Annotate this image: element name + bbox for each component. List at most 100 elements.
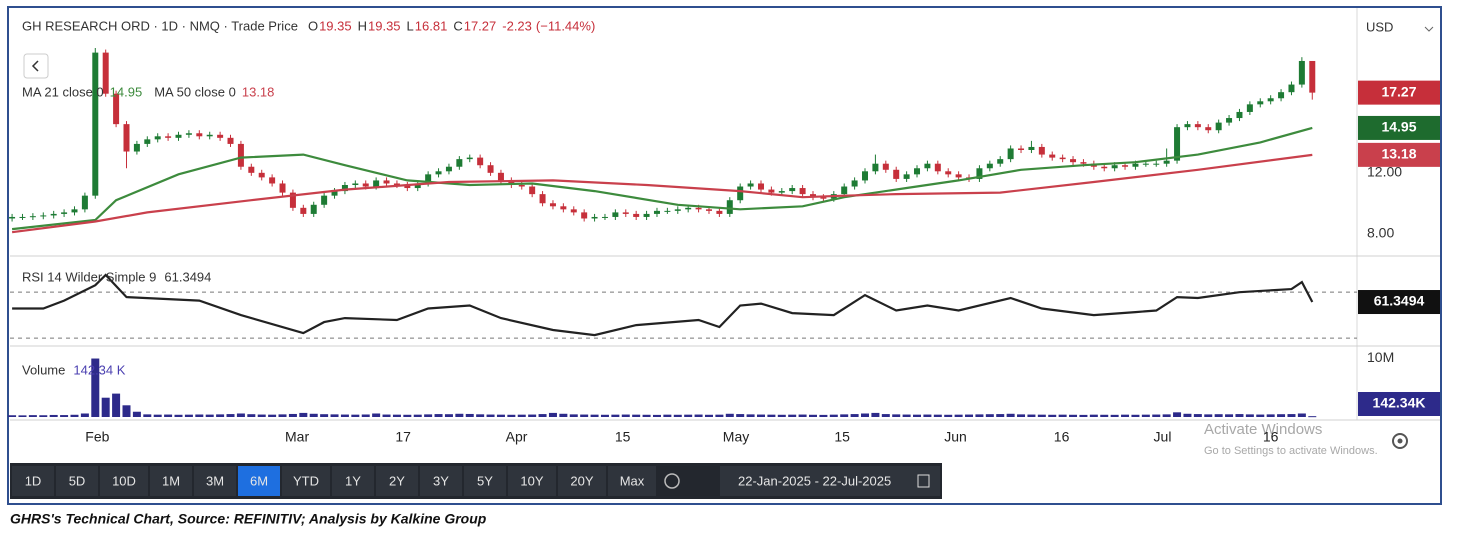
moving-average-line bbox=[11, 153, 1313, 234]
x-tick-label: 16 bbox=[1263, 429, 1279, 445]
volume-bar bbox=[684, 414, 693, 417]
candle-body bbox=[841, 186, 848, 195]
range-button-label[interactable]: 3M bbox=[206, 473, 224, 488]
ma-tag: 14.95 bbox=[1381, 119, 1416, 135]
volume-bar bbox=[330, 414, 339, 417]
candle-body bbox=[289, 192, 296, 208]
candle-body bbox=[113, 93, 120, 125]
candle-body bbox=[404, 185, 411, 189]
range-button-label[interactable]: 6M bbox=[250, 473, 268, 488]
candle-body bbox=[1018, 148, 1025, 150]
candle-body bbox=[81, 195, 88, 210]
volume-bar bbox=[850, 414, 859, 417]
candle-body bbox=[924, 163, 931, 169]
range-button[interactable] bbox=[464, 466, 506, 496]
range-button[interactable] bbox=[376, 466, 418, 496]
volume-bar bbox=[767, 414, 776, 417]
range-button-label[interactable]: 1D bbox=[25, 473, 42, 488]
candle-body bbox=[976, 168, 983, 179]
candle-body bbox=[1215, 122, 1222, 131]
candle-body bbox=[300, 207, 307, 214]
candle-body bbox=[664, 210, 671, 212]
volume-bar bbox=[808, 414, 817, 417]
candle-body bbox=[726, 200, 733, 214]
candle-body bbox=[414, 183, 421, 189]
range-button-label[interactable]: 10Y bbox=[520, 473, 543, 488]
range-button[interactable] bbox=[100, 466, 148, 496]
range-button-label[interactable]: 5D bbox=[69, 473, 86, 488]
price-tag: 17.27 bbox=[1381, 83, 1416, 99]
candle-body bbox=[456, 159, 463, 167]
range-button-label[interactable]: 10D bbox=[112, 473, 136, 488]
candle-body bbox=[310, 204, 317, 214]
candle-body bbox=[882, 163, 889, 170]
candle-body bbox=[144, 139, 151, 144]
range-button[interactable] bbox=[282, 466, 330, 496]
currency[interactable]: USD bbox=[1366, 19, 1393, 34]
candle-body bbox=[1122, 165, 1129, 167]
range-button-label[interactable]: Max bbox=[620, 473, 645, 488]
symbol-title: GH RESEARCH ORD · 1D · NMQ · Trade Price bbox=[22, 18, 298, 33]
candle-body bbox=[1038, 146, 1045, 155]
range-button-label[interactable]: 1Y bbox=[345, 473, 361, 488]
volume-bar bbox=[372, 413, 381, 417]
volume-bar bbox=[216, 414, 225, 417]
x-tick-label: 15 bbox=[834, 429, 850, 445]
candle-body bbox=[227, 137, 234, 144]
candle-body bbox=[653, 210, 660, 214]
range-button[interactable] bbox=[420, 466, 462, 496]
range-button[interactable] bbox=[12, 466, 54, 496]
volume-bar bbox=[1277, 414, 1286, 417]
volume-bar bbox=[1110, 414, 1119, 417]
candle-body bbox=[903, 174, 910, 179]
volume-bar bbox=[777, 414, 786, 417]
settings-icon[interactable] bbox=[1392, 433, 1408, 449]
range-button-label[interactable]: 20Y bbox=[570, 473, 593, 488]
range-button-label[interactable]: 5Y bbox=[477, 473, 493, 488]
date-range[interactable]: 22-Jan-2025 - 22-Jul-2025 bbox=[738, 473, 891, 488]
volume-bar bbox=[1162, 414, 1171, 417]
volume-bar bbox=[871, 412, 880, 417]
calendar-icon[interactable] bbox=[917, 474, 930, 488]
candle-body bbox=[1226, 118, 1233, 123]
candle-body bbox=[1257, 101, 1264, 105]
x-tick-label: 15 bbox=[615, 429, 631, 445]
volume-bar bbox=[1121, 414, 1130, 417]
range-button[interactable] bbox=[56, 466, 98, 496]
candle-body bbox=[445, 166, 452, 172]
candle-body bbox=[435, 171, 442, 175]
volume-bar bbox=[985, 414, 994, 417]
volume-bar bbox=[382, 414, 391, 417]
volume-bar bbox=[590, 414, 599, 417]
candle-body bbox=[71, 209, 78, 213]
volume-bar bbox=[8, 415, 17, 417]
candle-body bbox=[737, 186, 744, 201]
date-range-box[interactable] bbox=[720, 466, 940, 496]
volume-bar bbox=[236, 413, 245, 417]
volume-bar bbox=[517, 414, 526, 417]
candle-body bbox=[705, 209, 712, 211]
range-button-label[interactable]: 3Y bbox=[433, 473, 449, 488]
currency-caret bbox=[1424, 26, 1434, 32]
range-settings-icon[interactable] bbox=[664, 473, 680, 489]
range-button-label[interactable]: 1M bbox=[162, 473, 180, 488]
candle-body bbox=[1194, 124, 1201, 128]
ohlc-value: 17.27 bbox=[464, 18, 497, 33]
range-button-label[interactable]: YTD bbox=[293, 473, 319, 488]
range-button[interactable] bbox=[508, 466, 556, 496]
legend-value: 142.34 K bbox=[73, 362, 125, 377]
range-button[interactable] bbox=[558, 466, 606, 496]
range-button[interactable] bbox=[238, 466, 280, 496]
volume-bar bbox=[403, 414, 412, 417]
range-button[interactable] bbox=[332, 466, 374, 496]
range-button[interactable] bbox=[150, 466, 192, 496]
legend-value: 61.3494 bbox=[164, 269, 211, 284]
back-button[interactable] bbox=[23, 53, 49, 79]
volume-bar bbox=[621, 414, 630, 417]
volume-bar bbox=[673, 414, 682, 417]
range-button-label[interactable]: 2Y bbox=[389, 473, 405, 488]
range-button[interactable] bbox=[194, 466, 236, 496]
volume-bar bbox=[164, 414, 173, 417]
range-button[interactable] bbox=[608, 466, 656, 496]
volume-bar bbox=[1100, 414, 1109, 417]
